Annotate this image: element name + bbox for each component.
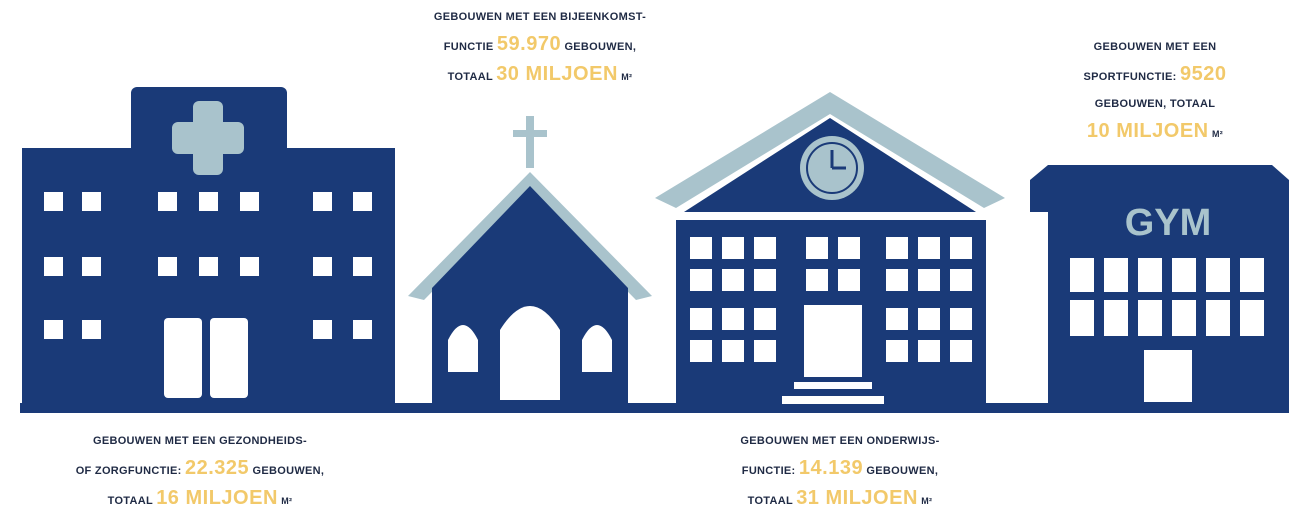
floor-area: 30 MILJOEN — [496, 63, 618, 85]
caption-gathering-line3: TOTAAL 30 MILJOEN M² — [340, 61, 740, 91]
caption-health-line2: OF ZORGFUNCTIE: 22.325 GEBOUWEN, — [0, 455, 400, 485]
gym-door — [1144, 350, 1192, 402]
hospital-door-right — [210, 318, 248, 398]
building-count: 9520 — [1179, 63, 1227, 85]
clock-icon — [800, 136, 864, 200]
church-body — [432, 186, 628, 410]
caption-text: SPORTFUNCTIE: — [1083, 71, 1177, 83]
gym-roof — [1030, 165, 1289, 212]
hospital-building — [22, 87, 395, 410]
floor-area: 31 MILJOEN — [796, 487, 918, 509]
school-step-2 — [782, 396, 884, 404]
area-unit: M² — [621, 72, 633, 82]
caption-education-line2: FUNCTIE: 14.139 GEBOUWEN, — [650, 455, 1030, 485]
caption-sport-line3: GEBOUWEN, TOTAAL — [1094, 98, 1216, 110]
church-cross-icon — [513, 116, 547, 168]
hospital-cross-icon — [172, 101, 244, 175]
caption-text: GEBOUWEN, — [252, 465, 325, 477]
caption-text: FUNCTIE: — [741, 465, 796, 477]
caption-health-line3: TOTAAL 16 MILJOEN M² — [0, 485, 400, 515]
caption-sport-line1: GEBOUWEN MET EEN — [1093, 41, 1217, 53]
school-door — [804, 305, 862, 377]
gym-windows — [1070, 258, 1264, 336]
caption-text: TOTAAL — [107, 495, 153, 507]
school-windows — [690, 237, 972, 362]
caption-text: OF ZORGFUNCTIE: — [75, 465, 182, 477]
church-roof-trim — [408, 172, 652, 300]
caption-text: TOTAAL — [747, 495, 793, 507]
school-roof-trim — [655, 92, 1005, 208]
caption-sport: GEBOUWEN MET EEN SPORTFUNCTIE: 9520 GEBO… — [1030, 34, 1280, 148]
church-window-right — [582, 325, 612, 372]
school-building — [655, 92, 1005, 410]
church-door — [500, 306, 560, 400]
hospital-left-wing — [22, 148, 134, 410]
building-count: 14.139 — [798, 457, 864, 479]
caption-health-line1: GEBOUWEN MET EEN GEZONDHEIDS- — [92, 435, 308, 447]
hospital-right-wing — [287, 148, 395, 410]
hospital-door-left — [164, 318, 202, 398]
building-count: 22.325 — [185, 457, 250, 479]
church-building — [408, 116, 652, 410]
caption-text: TOTAAL — [447, 71, 493, 83]
caption-gathering-line1: GEBOUWEN MET EEN BIJEENKOMST- — [433, 11, 647, 23]
caption-sport-line4: 10 MILJOEN M² — [1030, 118, 1280, 148]
floor-area: 16 MILJOEN — [156, 487, 278, 509]
gym-sign: GYM — [1125, 202, 1212, 244]
area-unit: M² — [1211, 129, 1224, 139]
church-window-left — [448, 325, 478, 372]
floor-area: 10 MILJOEN — [1086, 120, 1209, 142]
caption-health: GEBOUWEN MET EEN GEZONDHEIDS- OF ZORGFUN… — [0, 428, 400, 515]
caption-gathering-line2: FUNCTIE 59.970 GEBOUWEN, — [340, 31, 740, 61]
ground-line — [20, 403, 1289, 413]
caption-education-line3: TOTAAL 31 MILJOEN M² — [650, 485, 1030, 515]
hospital-windows — [44, 192, 372, 339]
gym-building: GYM — [1030, 165, 1289, 410]
caption-education: GEBOUWEN MET EEN ONDERWIJS- FUNCTIE: 14.… — [650, 428, 1030, 515]
building-count: 59.970 — [496, 33, 562, 55]
caption-gathering: GEBOUWEN MET EEN BIJEENKOMST- FUNCTIE 59… — [340, 4, 740, 91]
area-unit: M² — [281, 496, 293, 506]
school-step-1 — [794, 382, 872, 389]
caption-text: FUNCTIE — [443, 41, 494, 53]
area-unit: M² — [921, 496, 933, 506]
caption-sport-line2: SPORTFUNCTIE: 9520 — [1030, 61, 1280, 91]
caption-education-line1: GEBOUWEN MET EEN ONDERWIJS- — [740, 435, 940, 447]
caption-text: GEBOUWEN, — [564, 41, 637, 53]
caption-text: GEBOUWEN, — [866, 465, 939, 477]
